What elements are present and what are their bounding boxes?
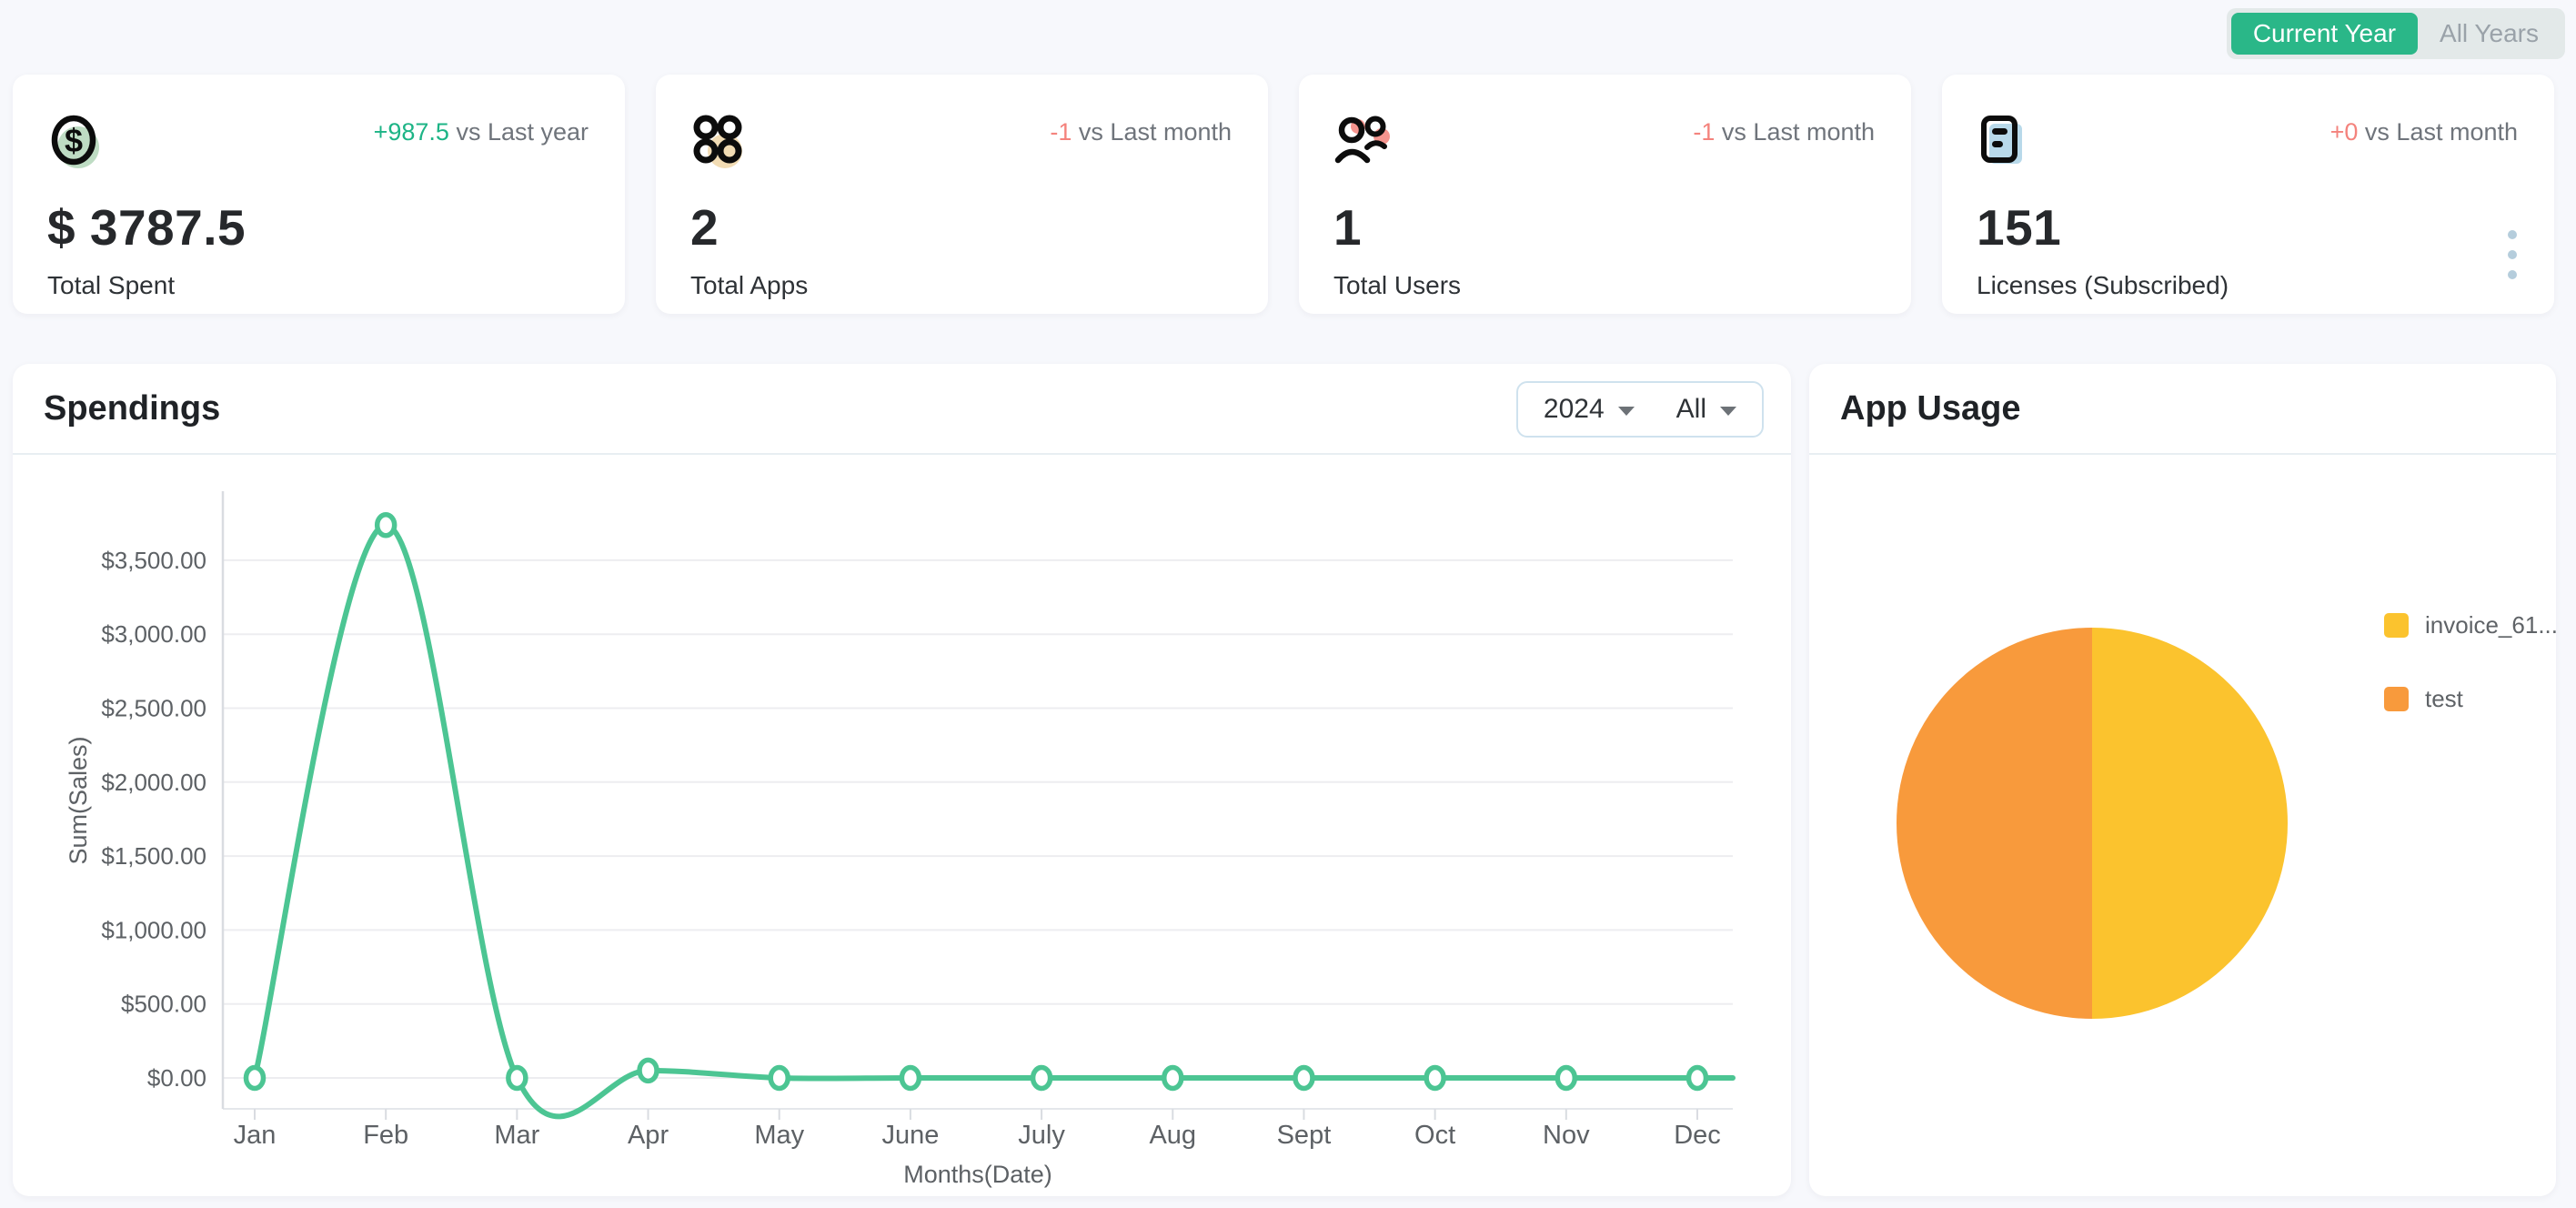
svg-text:$2,500.00: $2,500.00 <box>101 695 206 722</box>
svg-text:Dec: Dec <box>1674 1121 1721 1150</box>
delta-compare: vs Last year <box>456 118 589 146</box>
svg-text:$0.00: $0.00 <box>147 1064 206 1092</box>
svg-text:$1,000.00: $1,000.00 <box>101 916 206 943</box>
year-select-value: 2024 <box>1543 394 1605 424</box>
svg-text:Mar: Mar <box>494 1121 539 1150</box>
card-top: -1 vs Last month <box>1333 113 1875 171</box>
app-usage-panel: App Usage invoice_61...test <box>1809 364 2558 1196</box>
legend-swatch <box>2384 687 2409 711</box>
chevron-down-icon <box>1617 407 1635 416</box>
app-usage-title: App Usage <box>1840 388 2021 428</box>
svg-text:July: July <box>1018 1121 1065 1150</box>
legend-label: invoice_61... <box>2425 611 2558 639</box>
spendings-filters: 2024 All <box>1515 381 1764 438</box>
stat-card-total-users: -1 vs Last month 1 Total Users <box>1299 75 1911 314</box>
svg-text:$: $ <box>65 122 83 159</box>
svg-text:Feb: Feb <box>363 1121 408 1150</box>
svg-text:Oct: Oct <box>1414 1121 1455 1150</box>
spendings-header: Spendings 2024 All <box>13 364 1791 455</box>
card-top: $ +987.5 vs Last year <box>47 113 589 171</box>
year-select[interactable]: 2024 <box>1544 394 1635 425</box>
svg-text:Sum(Sales): Sum(Sales) <box>65 736 92 864</box>
stat-label: Total Apps <box>690 271 809 299</box>
delta-value: -1 <box>1693 118 1716 146</box>
legend-swatch <box>2384 613 2409 638</box>
svg-text:Sept: Sept <box>1277 1121 1332 1150</box>
svg-text:$3,000.00: $3,000.00 <box>101 620 206 648</box>
legend-item[interactable]: invoice_61... <box>2384 611 2558 639</box>
pie-legend: invoice_61...test <box>2384 611 2558 713</box>
dollar-icon: $ <box>47 113 106 171</box>
spendings-title: Spendings <box>44 388 221 428</box>
stat-card-total-spent: $ +987.5 vs Last year $ 3787.5 Total Spe… <box>13 75 625 314</box>
stat-label: Total Spent <box>47 271 176 299</box>
delta-value: +987.5 <box>373 118 449 146</box>
legend-item[interactable]: test <box>2384 685 2558 713</box>
current-year-button[interactable]: Current Year <box>2230 13 2419 55</box>
card-top: +0 vs Last month <box>1977 113 2518 171</box>
svg-text:Apr: Apr <box>628 1121 669 1150</box>
stat-value: 2 <box>690 199 719 256</box>
license-icon <box>1977 113 2035 171</box>
delta-line: +987.5 vs Last year <box>374 118 589 146</box>
svg-text:Nov: Nov <box>1543 1121 1590 1150</box>
svg-text:$2,000.00: $2,000.00 <box>101 769 206 796</box>
svg-text:$1,500.00: $1,500.00 <box>101 842 206 870</box>
stat-label: Licenses (Subscribed) <box>1977 271 2229 299</box>
delta-value: -1 <box>1050 118 1072 146</box>
delta-line: +0 vs Last month <box>2330 118 2518 146</box>
stat-label: Total Users <box>1333 271 1462 299</box>
users-icon <box>1333 113 1392 171</box>
svg-text:Months(Date): Months(Date) <box>903 1161 1052 1188</box>
stat-value: 1 <box>1333 199 1363 256</box>
delta-line: -1 vs Last month <box>1050 118 1232 146</box>
delta-compare: vs Last month <box>1078 118 1232 146</box>
stat-cards-row: $ +987.5 vs Last year $ 3787.5 Total Spe… <box>13 75 2554 314</box>
stat-card-total-apps: -1 vs Last month 2 Total Apps <box>656 75 1268 314</box>
svg-text:$500.00: $500.00 <box>121 991 206 1018</box>
delta-value: +0 <box>2329 118 2359 146</box>
stat-value: 151 <box>1977 199 2062 256</box>
delta-compare: vs Last month <box>1721 118 1875 146</box>
app-usage-header: App Usage <box>1809 364 2556 455</box>
legend-label: test <box>2425 685 2463 712</box>
stat-value: $ 3787.5 <box>47 199 247 256</box>
delta-compare: vs Last month <box>2364 118 2518 146</box>
spendings-panel: Spendings 2024 All $0.00 $500.00 $1,000.00… <box>13 364 1791 1196</box>
svg-text:Aug: Aug <box>1149 1121 1196 1150</box>
app-usage-pie-chart <box>1897 628 2288 1019</box>
svg-text:$3,500.00: $3,500.00 <box>101 547 206 574</box>
app-select-value: All <box>1675 394 1706 424</box>
svg-text:May: May <box>754 1121 804 1150</box>
card-top: -1 vs Last month <box>690 113 1232 171</box>
svg-text:Jan: Jan <box>234 1121 277 1150</box>
svg-text:June: June <box>881 1121 939 1150</box>
stat-card-licenses: +0 vs Last month 151 Licenses (Subscribe… <box>1942 75 2554 314</box>
all-years-button[interactable]: All Years <box>2418 13 2561 55</box>
delta-line: -1 vs Last month <box>1693 118 1875 146</box>
apps-icon <box>690 113 749 171</box>
spendings-line-chart: $0.00 $500.00 $1,000.00 $1,500.00 $2,000.00 $… <box>13 455 1791 1194</box>
kebab-menu-icon[interactable] <box>2501 230 2523 279</box>
chevron-down-icon <box>1720 407 1736 416</box>
year-range-toggle: Current Year All Years <box>2226 8 2565 59</box>
app-select[interactable]: All <box>1676 394 1736 425</box>
